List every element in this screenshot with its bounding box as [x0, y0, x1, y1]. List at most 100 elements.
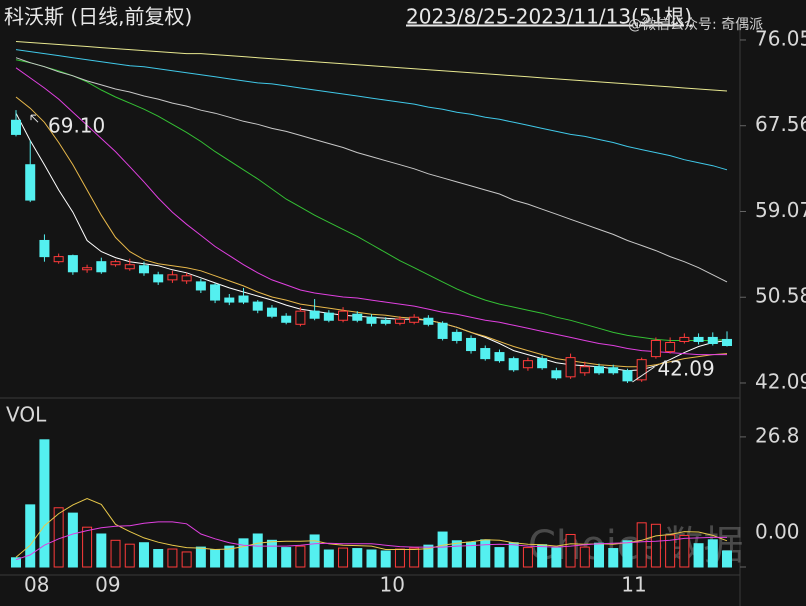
candle-body [679, 336, 690, 342]
candle-body [508, 358, 519, 371]
volume-bar [11, 557, 21, 568]
candle-body [96, 261, 107, 273]
candle-body [352, 313, 363, 321]
candle-body [210, 284, 221, 301]
candle-body [124, 264, 135, 270]
candle-body [494, 352, 505, 362]
volume-bar [252, 533, 263, 568]
x-tick-label: 08 [24, 573, 49, 597]
volume-bar [565, 533, 576, 568]
candle-body [650, 339, 661, 358]
volume-bar [480, 539, 491, 568]
volume-bar [380, 550, 391, 568]
candle-body [451, 331, 462, 341]
y-tick-label: 59.07 [755, 198, 806, 222]
candle-body [366, 316, 377, 324]
volume-bar [110, 539, 121, 568]
volume-bar [309, 534, 320, 568]
volume-bar [650, 523, 661, 568]
candle-body [522, 360, 533, 369]
candle-body [579, 366, 590, 374]
volume-bar [608, 548, 619, 568]
y-tick-label: 76.05 [755, 26, 806, 50]
candle-body [323, 312, 334, 321]
high-arrow [30, 114, 39, 123]
x-tick-label: 10 [380, 573, 405, 597]
candle-body [67, 255, 78, 273]
volume-bar [352, 548, 363, 568]
candle-body [224, 297, 235, 303]
volume-bar [679, 534, 690, 568]
candle-body [309, 310, 320, 319]
ma-line [15, 67, 727, 356]
low-pointer [632, 366, 655, 383]
candle-body [380, 319, 391, 324]
ma-line [15, 57, 728, 283]
x-tick-label: 09 [95, 573, 120, 597]
candle-body [266, 307, 277, 317]
ma-line [15, 41, 728, 92]
candle-body [537, 358, 548, 369]
volume-bar [537, 544, 548, 568]
candle-body [608, 367, 619, 374]
volume-bar [210, 549, 221, 568]
volume-bar [508, 542, 519, 568]
volume-bar [266, 539, 277, 568]
ma-line [15, 59, 728, 341]
candle-body [281, 315, 292, 323]
candle-body [423, 317, 434, 325]
ma-line [15, 49, 728, 171]
volume-bar [494, 547, 505, 568]
volume-bar [579, 546, 590, 568]
candle-body [138, 265, 149, 274]
volume-bar [195, 546, 206, 568]
high-label: 69.10 [48, 114, 105, 138]
chart-title: 科沃斯 (日线,前复权) [4, 5, 192, 29]
volume-bar [39, 439, 50, 568]
volume-bar [167, 548, 178, 568]
volume-bar [295, 545, 306, 568]
volume-bar [366, 549, 377, 568]
y-tick-label: 0.00 [755, 520, 800, 544]
candle-body [295, 310, 306, 325]
volume-bar [67, 512, 78, 568]
volume-bar [323, 549, 334, 568]
y-tick-label: 26.8 [755, 423, 800, 447]
volume-bar [707, 539, 718, 568]
volume-bar [138, 542, 149, 568]
candle-body [110, 261, 121, 266]
volume-bar [522, 547, 533, 568]
candle-body [594, 366, 605, 374]
candle-body [82, 267, 93, 271]
volume-bar [409, 547, 420, 568]
candle-body [437, 322, 448, 339]
candle-body [665, 341, 676, 353]
candle-body [11, 119, 21, 135]
candle-body [409, 316, 420, 323]
date-range: 2023/8/25-2023/11/13(51根) [406, 5, 692, 29]
volume-bar [551, 547, 562, 568]
candle-body [153, 274, 164, 283]
volume-bar [622, 540, 633, 568]
volume-ma-line [15, 521, 727, 561]
volume-bar [394, 548, 405, 568]
y-tick-label: 42.09 [755, 369, 806, 393]
candle-body [480, 348, 491, 360]
candle-body [707, 336, 718, 344]
candle-body [466, 337, 477, 352]
volume-label: VOL [6, 403, 47, 427]
volume-bar [594, 542, 605, 568]
x-tick-label: 11 [621, 573, 646, 597]
volume-bar [82, 526, 93, 568]
volume-bar [124, 543, 135, 568]
volume-bar [451, 540, 462, 568]
candle-body [167, 274, 178, 281]
candle-body [565, 357, 576, 378]
candle-body [622, 370, 633, 382]
volume-bar [338, 547, 349, 568]
volume-bar [153, 549, 164, 568]
candle-body [39, 239, 50, 258]
volume-bar [437, 531, 448, 568]
